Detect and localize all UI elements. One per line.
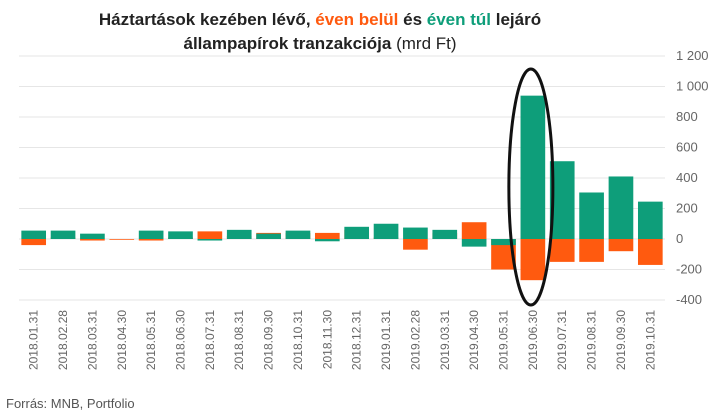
- x-axis-ticks: 2018.01.31 2018.02.28 2018.03.31 2018.04.30…: [27, 310, 658, 370]
- x-tick-label: 2018.03.31: [85, 310, 99, 370]
- x-tick-label: 2018.10.31: [291, 310, 305, 370]
- bar: [373, 223, 399, 239]
- x-tick-label: 2018.12.31: [350, 310, 364, 370]
- x-tick-label: 2019.06.30: [526, 310, 540, 370]
- x-tick-label: 2018.08.31: [232, 310, 246, 370]
- title-part-1: Háztartások kezében lévő,: [98, 10, 316, 29]
- bar: [403, 239, 428, 250]
- bar: [138, 230, 164, 239]
- bar: [608, 176, 634, 239]
- bar: [80, 233, 105, 239]
- x-tick-label: 2018.07.31: [203, 310, 217, 370]
- y-tick-label: 200: [676, 201, 698, 216]
- y-tick-label: 1 000: [676, 79, 709, 94]
- source-note: Forrás: MNB, Portfolio: [6, 396, 135, 411]
- x-tick-label: 2018.04.30: [115, 310, 129, 370]
- x-tick-label: 2018.01.31: [27, 310, 41, 370]
- bar: [226, 229, 252, 239]
- title-part-3: és: [398, 10, 427, 29]
- y-axis-ticks: -400 -200 0 200 400 600 800 1 000 1 200: [676, 48, 709, 307]
- bar: [80, 239, 105, 241]
- x-tick-label: 2019.09.30: [614, 310, 628, 370]
- y-tick-label: 800: [676, 109, 698, 124]
- title-part-long: éven túl: [426, 10, 492, 29]
- bar: [314, 232, 340, 239]
- bar: [138, 239, 164, 241]
- x-tick-label: 2018.02.28: [56, 310, 70, 370]
- x-tick-label: 2019.03.31: [438, 310, 452, 370]
- y-tick-label: -400: [676, 292, 702, 307]
- bar: [549, 239, 575, 262]
- bar: [637, 201, 663, 239]
- x-tick-label: 2018.06.30: [174, 310, 188, 370]
- bar: [314, 239, 340, 242]
- bar: [21, 230, 47, 239]
- bar: [109, 239, 135, 240]
- bar: [520, 95, 546, 240]
- bar: [256, 233, 281, 239]
- x-tick-label: 2019.05.31: [497, 310, 511, 370]
- bar: [579, 192, 604, 239]
- bar: [403, 227, 428, 239]
- bar: [432, 229, 458, 239]
- title-unit: (mrd Ft): [391, 34, 457, 53]
- x-tick-label: 2019.04.30: [467, 310, 481, 370]
- x-tick-label: 2019.07.31: [555, 310, 569, 370]
- title-part-5: lejáró: [491, 10, 542, 29]
- x-tick-label: 2018.09.30: [262, 310, 276, 370]
- bar: [579, 239, 604, 262]
- bar: [21, 239, 47, 246]
- x-tick-label: 2019.08.31: [585, 310, 599, 370]
- x-tick-label: 2018.11.30: [320, 310, 334, 369]
- highlight-ellipse: [507, 67, 555, 307]
- bar: [197, 231, 223, 239]
- bar: [50, 230, 76, 239]
- y-tick-label: 600: [676, 140, 698, 155]
- chart-title: Háztartások kezében lévő, éven belül és …: [0, 8, 640, 56]
- y-tick-label: 1 200: [676, 48, 709, 63]
- x-tick-label: 2019.01.31: [379, 310, 393, 370]
- bar: [491, 239, 516, 246]
- y-tick-label: 400: [676, 170, 698, 185]
- bars: [21, 95, 663, 281]
- y-tick-label: -200: [676, 262, 702, 277]
- bar: [168, 231, 193, 239]
- bar: [344, 226, 370, 239]
- x-tick-label: 2018.05.31: [144, 310, 158, 370]
- bar: [637, 239, 663, 265]
- bar: [197, 239, 223, 241]
- y-tick-label: 0: [676, 231, 683, 246]
- x-tick-label: 2019.02.28: [408, 310, 422, 370]
- bar: [520, 239, 546, 281]
- bar: [461, 222, 487, 239]
- title-part-short: éven belül: [315, 10, 399, 29]
- bar: [461, 239, 487, 247]
- x-tick-label: 2019.10.31: [643, 310, 657, 370]
- bar: [285, 230, 311, 239]
- title-part-6: állampapírok tranzakciója: [183, 34, 392, 53]
- highlight-ellipse-layer: [507, 67, 555, 307]
- bar: [608, 239, 634, 252]
